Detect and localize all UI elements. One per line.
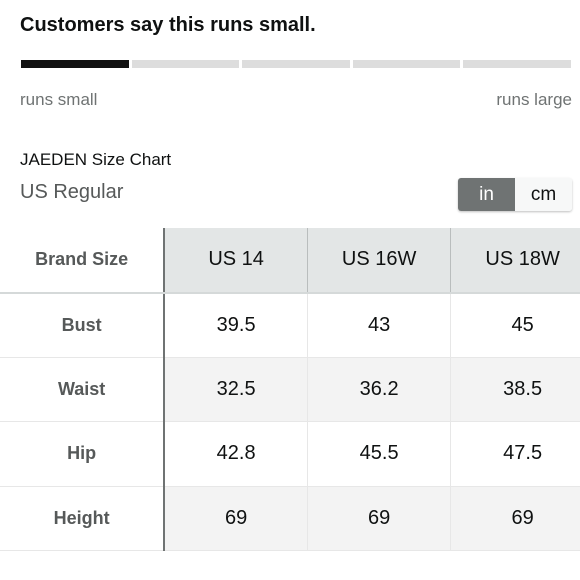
- fit-scale-segment-1: [21, 60, 129, 68]
- table-cell: 32.5: [163, 357, 308, 422]
- unit-in-button[interactable]: in: [458, 178, 515, 211]
- column-header: US 16W: [306, 228, 451, 294]
- row-label: Bust: [0, 292, 165, 358]
- column-header: US 14: [163, 228, 308, 294]
- fit-scale-bar: [21, 60, 571, 68]
- unit-cm-button[interactable]: cm: [515, 178, 572, 211]
- row-label: Waist: [0, 357, 165, 422]
- table-row: Waist 32.5 36.2 38.5: [0, 357, 580, 422]
- table-row: Bust 39.5 43 45: [0, 292, 580, 358]
- table-row: Height 69 69 69: [0, 486, 580, 551]
- size-chart-subtitle: US Regular: [20, 181, 124, 203]
- scale-right-label: runs large: [496, 90, 572, 109]
- scale-left-label: runs small: [20, 90, 98, 109]
- size-chart-table: Brand Size US 14 US 16W US 18W Bust 39.5…: [0, 228, 580, 551]
- table-cell: 39.5: [163, 292, 308, 358]
- table-cell: 69: [306, 486, 451, 551]
- table-cell: 69: [450, 486, 580, 551]
- table-cell: 45: [450, 292, 580, 358]
- table-cell: 43: [306, 292, 451, 358]
- fit-feedback-title: Customers say this runs small.: [20, 14, 316, 36]
- unit-toggle: in cm: [458, 178, 572, 211]
- table-row: Hip 42.8 45.5 47.5: [0, 421, 580, 487]
- table-cell: 69: [163, 486, 308, 551]
- fit-scale-segment-2: [131, 60, 240, 68]
- fit-scale-segment-3: [242, 60, 350, 68]
- row-label: Height: [0, 486, 165, 551]
- table-cell: 47.5: [450, 421, 580, 487]
- table-header-row: Brand Size US 14 US 16W US 18W: [0, 228, 580, 294]
- table-cell: 36.2: [306, 357, 451, 422]
- table-cell: 45.5: [306, 421, 451, 487]
- table-cell: 42.8: [163, 421, 308, 487]
- fit-scale-segment-5: [463, 60, 571, 68]
- corner-header: Brand Size: [0, 228, 165, 294]
- table-cell: 38.5: [450, 357, 580, 422]
- fit-scale-segment-4: [352, 60, 461, 68]
- row-label: Hip: [0, 421, 165, 487]
- column-header: US 18W: [450, 228, 580, 294]
- size-chart-title: JAEDEN Size Chart: [20, 150, 172, 169]
